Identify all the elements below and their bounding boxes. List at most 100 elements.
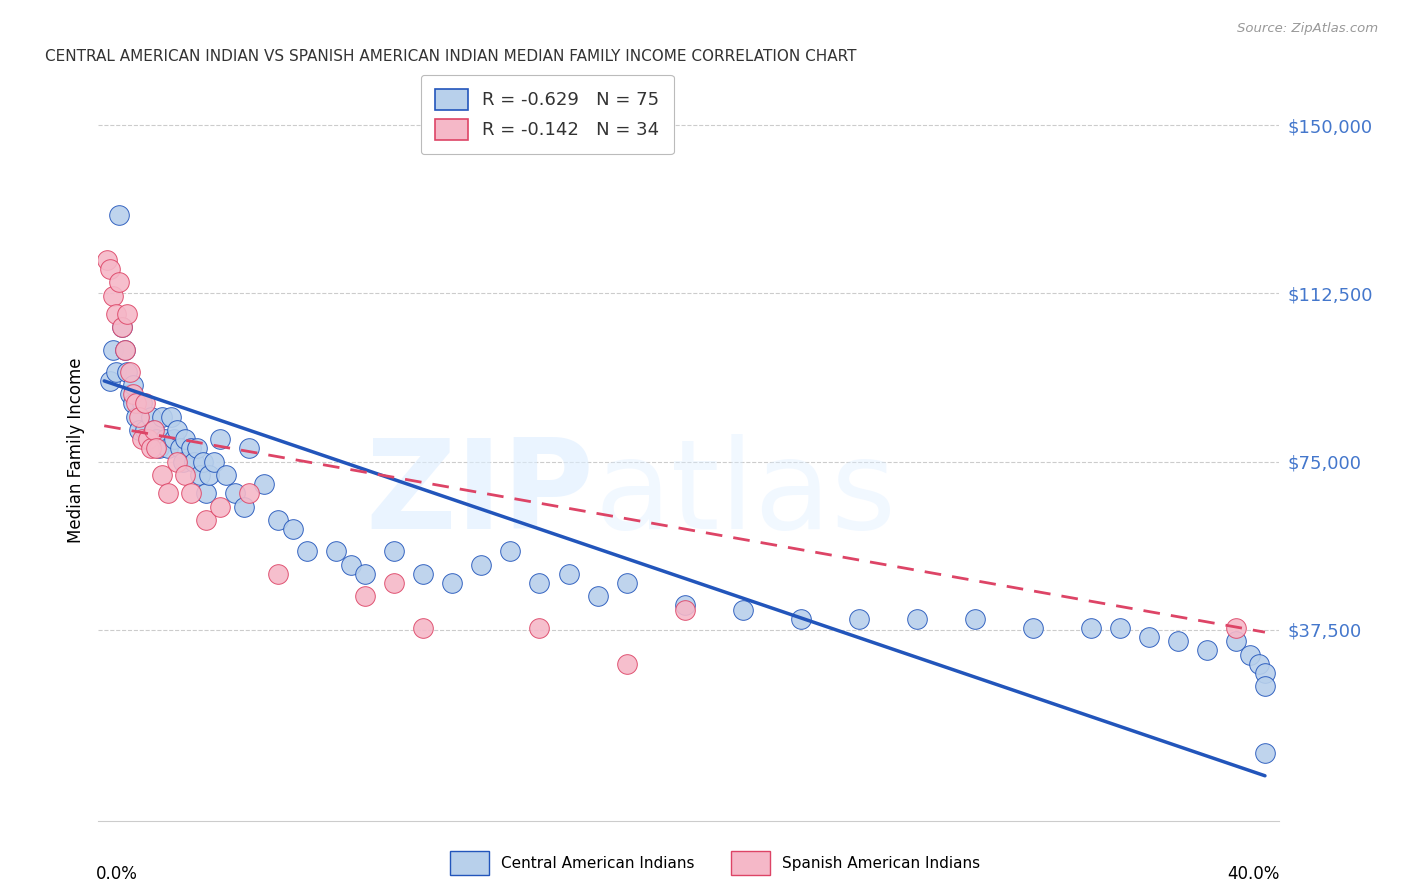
Point: [232, 500, 254, 514]
Text: Spanish American Indians: Spanish American Indians: [782, 855, 980, 871]
Point: [191, 455, 214, 469]
Point: [470, 558, 492, 572]
Point: [166, 455, 188, 469]
Point: [194, 486, 217, 500]
Text: Central American Indians: Central American Indians: [501, 855, 695, 871]
Point: [297, 544, 319, 558]
Y-axis label: Median Family Income: Median Family Income: [66, 358, 84, 543]
Point: [1080, 621, 1102, 635]
Point: [125, 409, 148, 424]
Point: [557, 566, 579, 581]
Bar: [450, 851, 489, 875]
Point: [616, 575, 638, 590]
Point: [197, 468, 219, 483]
Point: [125, 396, 148, 410]
Point: [673, 603, 696, 617]
Point: [1137, 630, 1160, 644]
Point: [1254, 747, 1277, 761]
Point: [153, 432, 176, 446]
Point: [1239, 648, 1261, 662]
Point: [174, 432, 197, 446]
Point: [529, 621, 551, 635]
Point: [104, 307, 127, 321]
Point: [122, 396, 145, 410]
Point: [98, 261, 121, 276]
Point: [148, 441, 170, 455]
Point: [238, 486, 260, 500]
Point: [325, 544, 347, 558]
Point: [104, 365, 127, 379]
Point: [1108, 621, 1130, 635]
Point: [150, 468, 173, 483]
Legend: R = -0.629   N = 75, R = -0.142   N = 34: R = -0.629 N = 75, R = -0.142 N = 34: [420, 75, 673, 154]
Point: [107, 275, 129, 289]
Point: [142, 423, 165, 437]
Point: [412, 621, 434, 635]
Point: [98, 374, 121, 388]
Point: [134, 423, 156, 437]
Point: [354, 589, 377, 603]
Point: [174, 468, 197, 483]
Point: [150, 409, 173, 424]
Point: [131, 432, 153, 446]
Point: [122, 378, 145, 392]
Point: [122, 387, 145, 401]
Point: [180, 441, 202, 455]
Point: [224, 486, 246, 500]
Point: [166, 423, 188, 437]
Point: [238, 441, 260, 455]
Point: [145, 432, 167, 446]
Point: [731, 603, 754, 617]
Point: [281, 522, 304, 536]
Point: [111, 320, 134, 334]
Point: [905, 612, 928, 626]
Point: [107, 208, 129, 222]
Point: [101, 288, 124, 302]
Point: [139, 441, 162, 455]
Point: [209, 432, 232, 446]
Point: [209, 500, 232, 514]
Point: [120, 365, 142, 379]
Text: 40.0%: 40.0%: [1227, 865, 1279, 883]
Bar: [731, 851, 770, 875]
Point: [586, 589, 609, 603]
Point: [267, 566, 290, 581]
Point: [183, 455, 205, 469]
Text: ZIP: ZIP: [366, 434, 595, 556]
Point: [1254, 665, 1277, 680]
Point: [499, 544, 522, 558]
Point: [117, 307, 139, 321]
Point: [111, 320, 134, 334]
Point: [128, 409, 150, 424]
Text: CENTRAL AMERICAN INDIAN VS SPANISH AMERICAN INDIAN MEDIAN FAMILY INCOME CORRELAT: CENTRAL AMERICAN INDIAN VS SPANISH AMERI…: [45, 49, 856, 64]
Point: [186, 441, 208, 455]
Point: [169, 441, 191, 455]
Point: [267, 513, 290, 527]
Point: [1225, 634, 1247, 648]
Point: [136, 432, 159, 446]
Point: [180, 486, 202, 500]
Point: [1167, 634, 1189, 648]
Text: 0.0%: 0.0%: [96, 865, 138, 883]
Point: [1022, 621, 1045, 635]
Point: [96, 252, 118, 267]
Point: [1195, 643, 1218, 657]
Text: atlas: atlas: [595, 434, 897, 556]
Point: [172, 455, 194, 469]
Point: [139, 409, 162, 424]
Point: [160, 409, 183, 424]
Point: [529, 575, 551, 590]
Point: [117, 365, 139, 379]
Point: [215, 468, 238, 483]
Point: [963, 612, 986, 626]
Point: [848, 612, 870, 626]
Point: [136, 432, 159, 446]
Point: [142, 423, 165, 437]
Point: [204, 455, 226, 469]
Point: [789, 612, 811, 626]
Point: [1254, 679, 1277, 693]
Point: [1225, 621, 1247, 635]
Point: [188, 468, 211, 483]
Point: [384, 544, 406, 558]
Point: [354, 566, 377, 581]
